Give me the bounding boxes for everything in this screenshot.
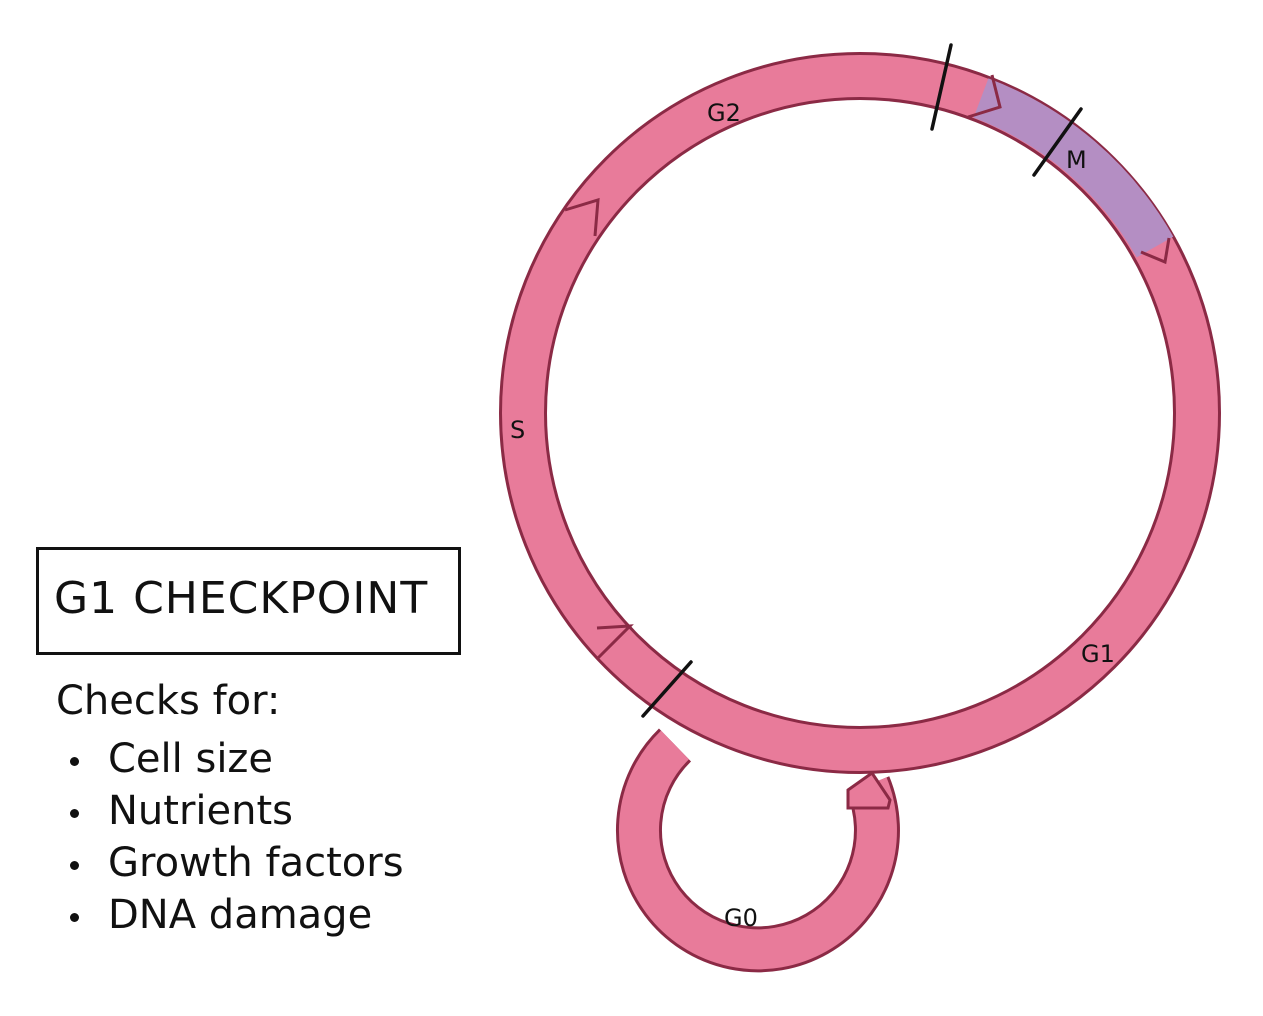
bullet [70,757,79,766]
checks-list: Cell size Nutrients Growth factors DNA d… [70,733,404,941]
checks-heading: Checks for: [56,678,281,724]
label-m: M [1066,146,1087,174]
label-g2: G2 [707,99,741,127]
arrow-m-end [1140,237,1171,265]
ring-band [502,55,1218,771]
list-item-text: Nutrients [108,788,293,834]
direction-arrows [564,74,1171,660]
marker-m [1032,107,1083,177]
list-item-text: Growth factors [108,840,404,886]
list-item: DNA damage [70,889,404,941]
list-item: Growth factors [70,837,404,889]
list-item-text: Cell size [108,736,274,782]
label-g0: G0 [724,904,758,932]
arrow-g1-to-s [596,624,634,660]
list-item: Cell size [70,733,404,785]
arrow-g2-to-m [967,74,1002,119]
checkpoint-title-box [36,547,461,655]
g0-loop [616,728,900,973]
cell-cycle-ring [499,52,1221,774]
label-s: S [510,416,525,444]
list-item: Nutrients [70,785,404,837]
bullet [70,913,79,922]
g0-loop-band [619,730,897,970]
label-g1: G1 [1081,640,1115,668]
arrow-s-to-g2 [564,197,600,237]
marker-g1-g0 [641,660,693,718]
marker-g2-m [930,43,953,131]
list-item-text: DNA damage [108,892,373,938]
checkpoint-title: G1 CHECKPOINT [54,573,429,624]
m-phase-segment [973,78,1174,258]
bullet [70,809,79,818]
g0-loop-tip [846,770,892,810]
bullet [70,861,79,870]
checkpoint-markers [641,43,1083,718]
